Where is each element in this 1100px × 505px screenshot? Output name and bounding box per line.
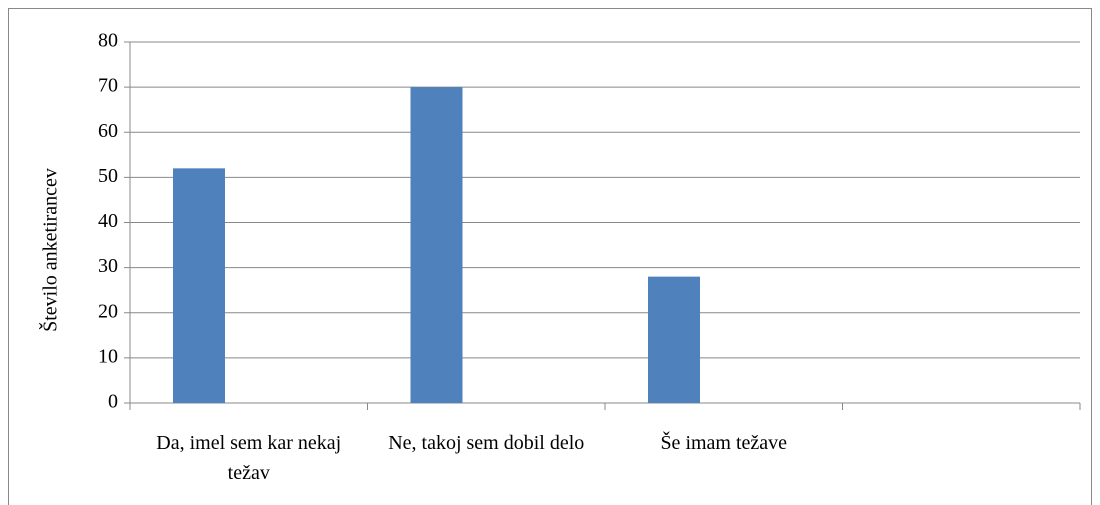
y-tick-label: 40	[98, 210, 118, 232]
y-tick-label: 70	[98, 75, 118, 97]
bar	[648, 276, 700, 403]
y-tick-label: 10	[98, 345, 118, 367]
y-tick-label: 20	[98, 300, 118, 322]
y-axis-label: Število anketirancev	[38, 168, 62, 332]
chart-frame	[8, 8, 1092, 505]
x-tick-label: Da, imel sem kar nekaj težav	[156, 432, 342, 484]
x-tick-label: Ne, takoj sem dobil delo	[388, 432, 585, 454]
x-tick-label: Še imam težave	[660, 432, 788, 454]
y-tick-label: 30	[98, 255, 118, 277]
bar	[410, 87, 463, 403]
y-tick-label: 0	[108, 391, 118, 413]
y-tick-label: 50	[98, 165, 118, 187]
bar	[173, 168, 225, 403]
y-tick-label: 60	[98, 120, 118, 142]
y-tick-label: 80	[98, 30, 118, 52]
